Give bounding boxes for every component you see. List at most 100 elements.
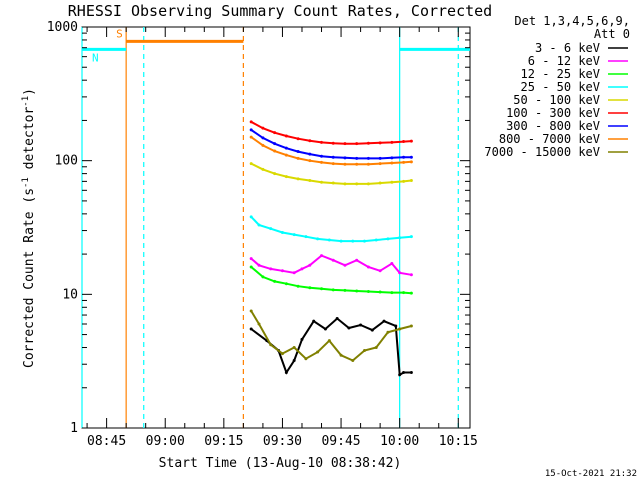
data-point <box>316 350 320 354</box>
data-point <box>359 323 363 327</box>
data-point <box>366 265 370 269</box>
y-axis-label-middle: detector <box>22 107 37 178</box>
data-point <box>304 357 308 361</box>
data-point <box>374 238 378 242</box>
data-point <box>296 156 300 160</box>
data-point <box>273 142 277 146</box>
data-point <box>355 156 359 160</box>
data-point <box>378 269 382 273</box>
data-point <box>382 319 386 323</box>
legend-label: 100 - 300 keV <box>506 106 600 120</box>
data-point <box>269 227 273 231</box>
legend-label: 800 - 7000 keV <box>499 132 600 146</box>
data-point <box>390 161 394 165</box>
data-point <box>374 346 378 350</box>
data-point <box>402 140 406 144</box>
data-point <box>273 131 277 135</box>
data-point <box>292 358 296 362</box>
data-point <box>312 319 316 323</box>
data-point <box>284 153 288 157</box>
data-point <box>284 371 288 375</box>
legend-label: 50 - 100 keV <box>513 93 600 107</box>
data-point <box>320 140 324 144</box>
data-point <box>320 180 324 184</box>
legend-header-line1: Det 1,3,4,5,6,9, <box>514 14 630 28</box>
data-point <box>316 237 320 241</box>
y-axis: 1 10 100 1000 <box>47 20 470 436</box>
data-point <box>280 231 284 235</box>
data-point <box>273 279 277 283</box>
data-point <box>280 352 284 356</box>
data-point <box>249 309 253 313</box>
data-point <box>343 288 347 292</box>
data-point <box>355 182 359 186</box>
data-point <box>398 327 402 331</box>
legend-label: 25 - 50 keV <box>521 80 600 94</box>
data-point <box>343 263 347 267</box>
data-point <box>331 258 335 262</box>
data-point <box>355 142 359 146</box>
data-point <box>378 156 382 160</box>
flag-label: N <box>92 51 99 64</box>
data-point <box>390 140 394 144</box>
data-point <box>378 141 382 145</box>
data-point <box>409 179 413 183</box>
data-point <box>261 136 265 140</box>
legend-label: 6 - 12 keV <box>528 54 600 68</box>
data-point <box>249 327 253 331</box>
data-point <box>296 137 300 141</box>
data-point <box>249 265 253 269</box>
data-point <box>296 177 300 181</box>
data-point <box>343 142 347 146</box>
data-point <box>320 160 324 164</box>
data-point <box>323 327 327 331</box>
data-point <box>351 358 355 362</box>
data-point <box>402 155 406 159</box>
data-point <box>269 343 273 347</box>
data-point <box>300 267 304 271</box>
date-stamp: 15-Oct-2021 21:32 <box>545 469 637 479</box>
data-point <box>386 237 390 241</box>
data-point <box>398 236 402 240</box>
data-point <box>363 239 367 243</box>
data-point <box>394 324 398 328</box>
data-point <box>390 291 394 295</box>
x-tick-label: 08:45 <box>87 434 126 449</box>
data-point <box>409 139 413 143</box>
data-point <box>398 373 402 377</box>
data-point <box>402 291 406 295</box>
y-axis-label-sup2: -1 <box>21 96 31 107</box>
data-point <box>320 254 324 258</box>
data-point <box>409 235 413 239</box>
data-point <box>335 316 339 320</box>
data-point <box>390 180 394 184</box>
data-point <box>249 135 253 139</box>
data-point <box>308 286 312 290</box>
data-point <box>402 179 406 183</box>
data-point <box>296 150 300 154</box>
data-point <box>343 162 347 166</box>
data-point <box>363 349 367 353</box>
data-point <box>308 139 312 143</box>
data-point <box>284 146 288 150</box>
data-point <box>273 172 277 176</box>
data-point <box>284 134 288 138</box>
legend-label: 12 - 25 keV <box>521 67 600 81</box>
data-point <box>402 160 406 164</box>
legend-label: 7000 - 15000 keV <box>484 145 600 159</box>
x-tick-label: 09:15 <box>204 434 243 449</box>
series-lines <box>249 120 413 377</box>
y-axis-label-prefix: Corrected Count Rate (s <box>22 188 37 368</box>
data-point <box>331 141 335 145</box>
data-point <box>304 235 308 239</box>
y-tick-label: 1 <box>70 421 78 436</box>
x-axis-label: Start Time (13-Aug-10 08:38:42) <box>159 456 402 471</box>
data-point <box>249 215 253 219</box>
data-point <box>366 156 370 160</box>
data-point <box>409 160 413 164</box>
data-point <box>366 141 370 145</box>
data-point <box>378 181 382 185</box>
